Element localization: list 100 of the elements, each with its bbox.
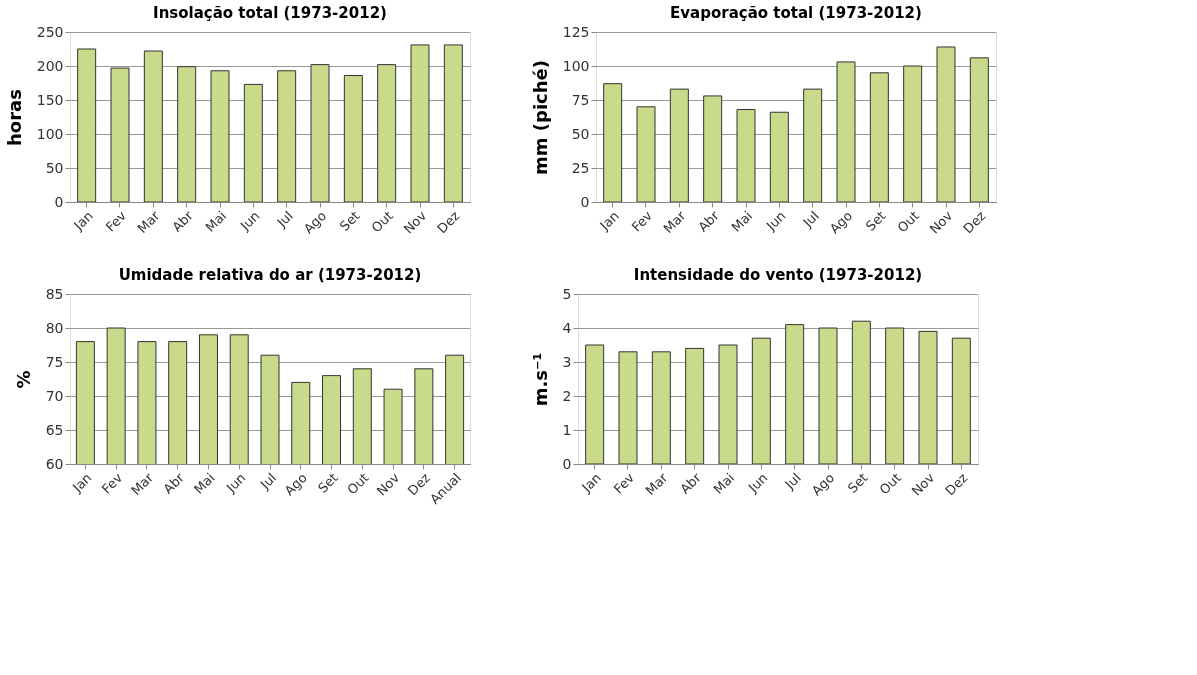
y-tick-label: 0 — [580, 193, 590, 210]
y-tick-label: 65 — [45, 421, 64, 438]
bar — [951, 337, 971, 464]
bar — [718, 344, 738, 464]
x-tick-label: Jan — [69, 470, 95, 496]
x-tick-label: Fev — [102, 207, 130, 235]
x-tick-label: Abr — [695, 207, 723, 235]
x-tick-label: Mar — [134, 207, 163, 237]
bar — [277, 70, 297, 202]
bar — [769, 111, 789, 202]
x-tick-label: Dez — [960, 207, 989, 237]
chart-title: Evaporação total (1973-2012) — [670, 4, 922, 22]
bar — [410, 44, 430, 202]
y-tick-label: 2 — [562, 387, 572, 404]
bar — [636, 106, 656, 202]
bar — [651, 351, 671, 464]
y-tick-label: 200 — [36, 57, 64, 74]
bar — [918, 330, 938, 464]
y-axis-title: m.s⁻¹ — [529, 352, 551, 407]
x-tick-label: Mai — [202, 208, 230, 235]
bar — [443, 44, 463, 202]
y-tick-label: 1 — [562, 421, 572, 438]
x-tick-label: Nov — [926, 207, 956, 237]
x-tick-label: Jul — [256, 470, 280, 493]
x-tick-label: Nov — [908, 469, 938, 499]
bar — [851, 320, 871, 464]
x-tick-label: Set — [844, 470, 871, 496]
x-tick-label: Jul — [273, 208, 296, 231]
x-tick-label: Ago — [826, 208, 856, 237]
bar — [110, 67, 130, 202]
bar — [77, 48, 97, 202]
y-tick-label: 100 — [36, 125, 64, 142]
x-tick-label: Jun — [222, 470, 249, 496]
bar — [751, 337, 771, 464]
bar — [143, 50, 163, 202]
bar — [903, 65, 923, 202]
y-tick-label: 70 — [45, 387, 64, 404]
x-tick-label: Mar — [660, 207, 689, 237]
bar — [177, 66, 197, 202]
y-tick-label: 5 — [562, 285, 572, 302]
x-tick-label: Mai — [190, 470, 218, 497]
x-tick-label: Abr — [677, 469, 705, 497]
y-tick-label: 0 — [54, 193, 64, 210]
bar — [969, 57, 989, 202]
x-tick-label: Jan — [596, 208, 622, 234]
y-tick-label: 3 — [562, 353, 572, 370]
bar — [703, 95, 723, 202]
x-tick-label: Jun — [762, 208, 789, 234]
y-axis-title: mm (piché) — [529, 60, 551, 175]
y-tick-label: 4 — [562, 319, 572, 336]
chart-title: Intensidade do vento (1973-2012) — [633, 266, 923, 284]
x-tick-label: Fev — [628, 207, 656, 235]
y-tick-label: 0 — [562, 455, 572, 472]
bar — [885, 327, 905, 464]
bar — [736, 109, 756, 202]
x-tick-label: Out — [344, 470, 372, 498]
x-tick-label: Out — [876, 470, 904, 498]
y-tick-label: 80 — [45, 319, 64, 336]
y-axis-title: % — [12, 370, 34, 389]
y-tick-label: 85 — [45, 285, 64, 302]
bar — [685, 347, 705, 464]
bar — [869, 72, 889, 202]
x-tick-label: Dez — [434, 207, 463, 237]
chart-title: Insolação total (1973-2012) — [153, 4, 387, 22]
x-tick-label: Ago — [808, 470, 838, 499]
x-tick-label: Ago — [281, 470, 310, 499]
y-tick-label: 150 — [36, 91, 64, 108]
x-tick-label: Fev — [610, 469, 638, 497]
x-tick-label: Set — [862, 208, 889, 234]
x-tick-label: Abr — [169, 207, 197, 235]
x-tick-label: Dez — [942, 469, 971, 499]
bar — [836, 61, 856, 202]
x-tick-label: Jan — [70, 208, 96, 234]
x-tick-label: Set — [315, 470, 341, 496]
x-tick-label: Ago — [300, 208, 330, 237]
x-tick-label: Fev — [98, 469, 126, 497]
x-tick-label: Jan — [578, 470, 604, 496]
x-tick-label: Jul — [781, 470, 804, 493]
bar — [818, 327, 838, 464]
x-tick-label: Mai — [728, 208, 756, 235]
x-tick-label: Mar — [128, 469, 157, 499]
bar — [243, 83, 263, 202]
x-tick-label: Abr — [160, 469, 188, 497]
bar — [343, 75, 363, 202]
y-tick-label: 50 — [45, 159, 64, 176]
x-tick-label: Out — [368, 208, 396, 236]
y-tick-label: 25 — [571, 159, 590, 176]
bar — [803, 88, 823, 202]
x-tick-label: Nov — [373, 469, 403, 499]
chart-title: Umidade relativa do ar (1973-2012) — [118, 266, 422, 284]
bar — [210, 70, 230, 202]
y-tick-label: 60 — [45, 455, 64, 472]
bar — [603, 83, 623, 202]
x-tick-label: Jul — [799, 208, 822, 231]
x-tick-label: Jun — [236, 208, 263, 234]
y-tick-label: 75 — [45, 353, 64, 370]
bar — [618, 351, 638, 464]
bar — [785, 324, 805, 464]
y-tick-label: 50 — [571, 125, 590, 142]
x-tick-label: Mai — [710, 470, 738, 497]
